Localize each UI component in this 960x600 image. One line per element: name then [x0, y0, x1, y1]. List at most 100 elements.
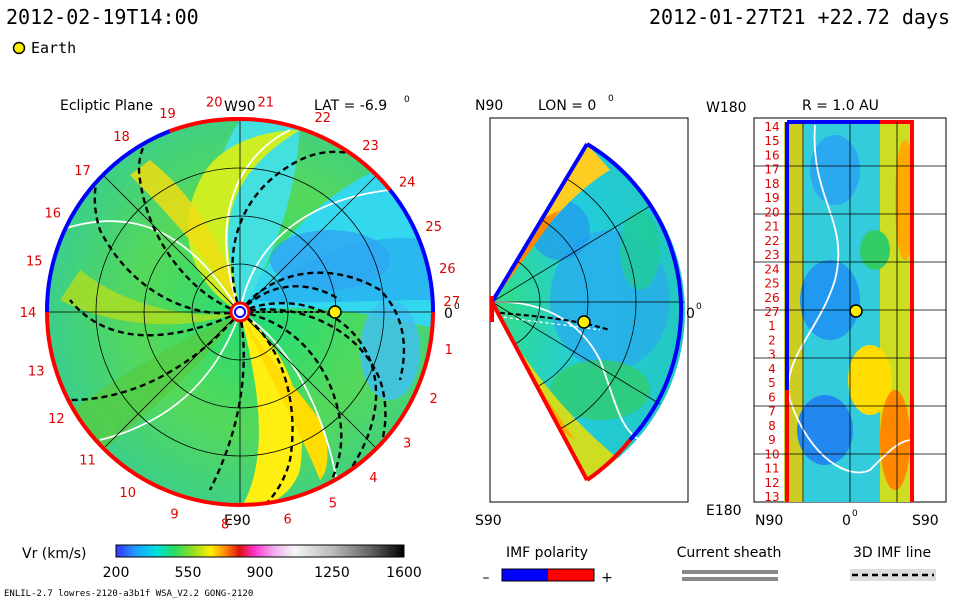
sector-label: 26 — [439, 262, 456, 277]
ecliptic-right-degree: 0 — [454, 302, 460, 312]
sector-label: 2 — [430, 392, 438, 407]
radial-y-tick-label: 26 — [764, 291, 779, 305]
ecliptic-right-label: 0 — [444, 306, 453, 322]
sector-label: 3 — [403, 437, 411, 452]
earth-marker-meridional — [577, 315, 591, 329]
radial-y-tick-label: 18 — [764, 177, 779, 191]
imf-polarity-legend: IMF polarity – + — [483, 545, 613, 586]
sector-label: 27 — [443, 295, 460, 310]
meridional-lon-label: LON = 0 — [538, 98, 596, 114]
imf-polarity-minus: – — [483, 570, 490, 586]
current-sheath-legend: Current sheath — [677, 545, 782, 581]
colorbar-tick-label: 200 — [103, 565, 130, 581]
radial-y-tick-label: 25 — [764, 277, 779, 291]
earth-marker-radial — [849, 304, 863, 318]
ecliptic-lat-degree: 0 — [404, 95, 410, 105]
radial-y-tick-label: 22 — [764, 234, 779, 248]
sector-label: 6 — [284, 513, 292, 528]
sector-label: 21 — [258, 96, 275, 111]
radial-y-tick-label: 20 — [764, 205, 779, 219]
earth-legend-label: Earth — [31, 39, 76, 57]
meridional-top-label: N90 — [475, 98, 503, 114]
current-sheath-swatch-bottom — [682, 577, 778, 581]
radial-x-label-n90: N90 — [755, 513, 783, 529]
imf-line-title: 3D IMF line — [853, 545, 931, 561]
meridional-bottom-label: S90 — [475, 513, 502, 529]
ecliptic-lat-label: LAT = -6.9 — [314, 98, 387, 114]
meridional-right-degree: 0 — [696, 302, 702, 312]
current-sheath-swatch-top — [682, 570, 778, 574]
sector-label: 19 — [159, 107, 176, 122]
sector-label: 23 — [362, 139, 379, 154]
radial-y-tick-label: 15 — [764, 134, 779, 148]
sector-label: 9 — [170, 508, 178, 523]
colorbar-gradient — [115, 544, 405, 558]
imf-polarity-plus: + — [601, 570, 613, 586]
ecliptic-heatmap — [47, 119, 433, 505]
sector-label: 17 — [74, 164, 91, 179]
timestamp-right: 2012-01-27T21 +22.72 days — [649, 5, 950, 29]
sector-label: 18 — [113, 130, 130, 145]
radial-y-tick-label: 13 — [764, 490, 779, 504]
meridional-panel: N90 LON = 0 0 S90 0 0 — [475, 94, 702, 529]
radial-y-tick-label: 8 — [768, 419, 776, 433]
radial-y-tick-label: 11 — [764, 462, 779, 476]
sector-label: 20 — [206, 96, 223, 111]
ecliptic-bottom-label: E90 — [224, 513, 251, 529]
sector-label: 8 — [221, 518, 229, 533]
imf-polarity-positive-swatch — [548, 569, 594, 581]
imf-line-legend: 3D IMF line — [850, 545, 936, 581]
radial-y-tick-label: 5 — [768, 376, 776, 390]
ecliptic-sector-labels: 20 21222324252627123456891011121314151617… — [20, 96, 460, 533]
radial-x-degree: 0 — [852, 509, 858, 519]
sector-label: 5 — [329, 497, 337, 512]
radial-y-tick-label: 24 — [764, 262, 779, 276]
colorbar: Vr (km/s) 200 550 900 1250 1600 — [22, 544, 422, 581]
colorbar-ticks: 200 550 900 1250 1600 — [103, 565, 422, 581]
sector-label: 10 — [119, 486, 136, 501]
meridional-right-label: 0 — [686, 306, 695, 322]
radial-y-tick-label: 9 — [768, 433, 776, 447]
radial-y-tick-label: 12 — [764, 476, 779, 490]
sector-label: 25 — [425, 220, 442, 235]
radial-y-tick-label: 23 — [764, 248, 779, 262]
radial-y-tick-label: 21 — [764, 220, 779, 234]
imf-polarity-negative-swatch — [502, 569, 548, 581]
radial-y-tick-label: 16 — [764, 149, 779, 163]
colorbar-tick-label: 550 — [175, 565, 202, 581]
colorbar-tick-label: 1600 — [386, 565, 422, 581]
radial-x-label-0: 0 — [842, 513, 851, 529]
earth-marker-ecliptic — [328, 305, 342, 319]
meridional-lon-degree: 0 — [608, 94, 614, 104]
radial-top-left-label: W180 — [706, 100, 747, 116]
model-info: ENLIL-2.7 lowres-2120-a3b1f WSA_V2.2 GON… — [4, 589, 253, 599]
colorbar-label: Vr (km/s) — [22, 546, 86, 562]
radial-y-tick-label: 2 — [768, 334, 776, 348]
current-sheath-title: Current sheath — [677, 545, 782, 561]
radial-y-tick-label: 27 — [764, 305, 779, 319]
sector-label: 4 — [369, 471, 377, 486]
radial-y-tick-label: 14 — [764, 120, 779, 134]
ecliptic-title: Ecliptic Plane — [60, 98, 153, 114]
sector-label: 13 — [28, 364, 45, 379]
timestamp-left: 2012-02-19T14:00 — [6, 5, 199, 29]
sector-label: 14 — [20, 306, 37, 321]
radial-y-tick-label: 7 — [768, 405, 776, 419]
radial-panel: W180 R = 1.0 AU E180 N90 0 0 S90 1415161… — [706, 98, 947, 529]
radial-r-label: R = 1.0 AU — [802, 98, 879, 114]
sector-label: 16 — [45, 207, 62, 222]
sector-label: 24 — [399, 176, 416, 191]
radial-y-tick-label: 6 — [768, 390, 776, 404]
radial-y-tick-label: 3 — [768, 348, 776, 362]
sector-label: 12 — [48, 412, 65, 427]
radial-x-label-s90: S90 — [912, 513, 939, 529]
radial-y-tick-label: 1 — [768, 319, 776, 333]
colorbar-tick-label: 900 — [247, 565, 274, 581]
sector-label: 1 — [445, 343, 453, 358]
radial-y-tick-label: 17 — [764, 163, 779, 177]
sector-label: 15 — [26, 255, 43, 270]
sector-label: 11 — [79, 453, 96, 468]
sun-marker — [229, 301, 251, 323]
radial-bottom-left-label: E180 — [706, 503, 742, 519]
